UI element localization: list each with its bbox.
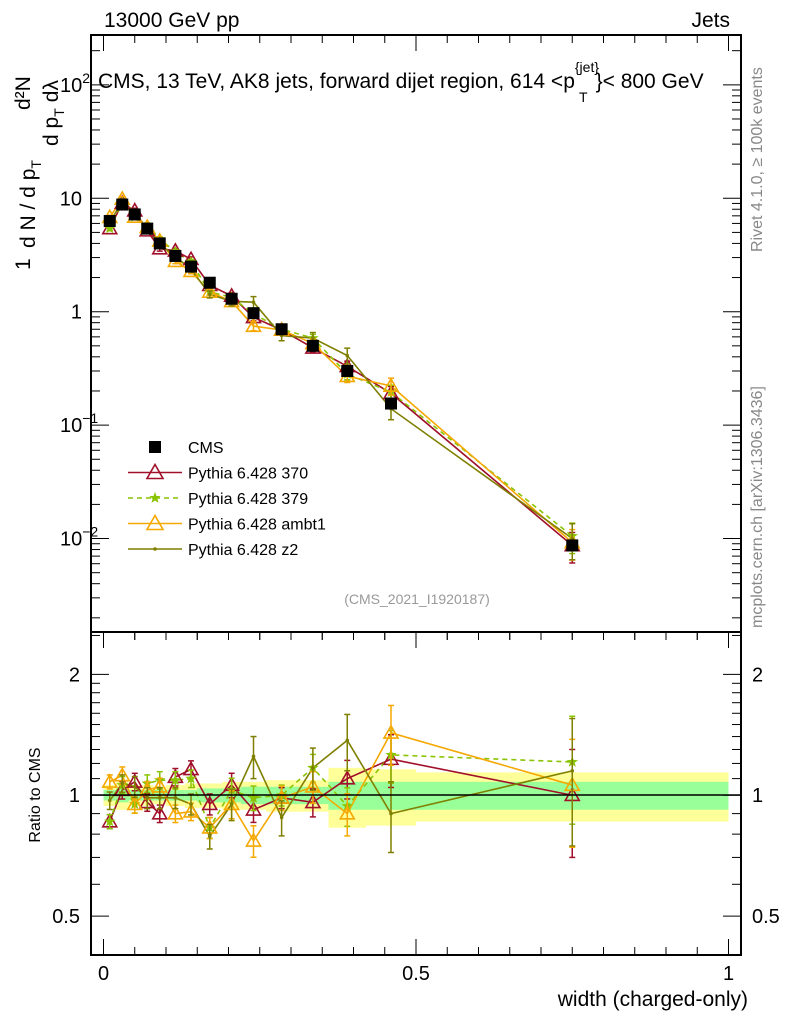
- data-point: [182, 803, 200, 818]
- data-point: [173, 796, 178, 800]
- analysis-id: (CMS_2021_I1920187): [344, 591, 490, 607]
- data-point: [169, 249, 182, 262]
- y-tick-label: 10: [60, 188, 82, 210]
- data-point: [101, 773, 119, 788]
- ratio-tick-label: 2: [752, 664, 763, 686]
- ratio-tick-label: 0.5: [52, 906, 80, 928]
- data-point: [107, 798, 112, 803]
- x-axis-label: width (charged-only): [557, 988, 748, 1011]
- data-point: [126, 795, 144, 811]
- data-point: [201, 795, 219, 811]
- data-point: [128, 208, 141, 221]
- data-point: [145, 796, 150, 800]
- ratio-y-axis-label: Ratio to CMS: [27, 747, 44, 842]
- x-tick-label: 0.5: [402, 963, 430, 985]
- data-point: [382, 724, 400, 739]
- data-point: [311, 766, 315, 770]
- data-point: [245, 801, 262, 816]
- data-point: [207, 292, 212, 297]
- x-tick-label: 0: [98, 963, 109, 985]
- data-point: [311, 336, 315, 340]
- axis-ticks: 0 0.5 1 102 10 1 10−1 10−2 2 2 1 1 0.5 0.5: [52, 35, 780, 985]
- legend-label: CMS: [188, 440, 224, 457]
- data-point: [245, 317, 262, 333]
- data-point: [104, 222, 116, 234]
- data-point: [120, 781, 125, 786]
- y-axis-label: 1 d N / d pT d²N d pTdλ: [12, 76, 67, 270]
- svg-text:1: 1: [12, 258, 35, 270]
- data-point: [157, 796, 162, 800]
- data-point: [141, 222, 154, 235]
- data-point: [570, 769, 575, 773]
- data-point: [153, 547, 157, 551]
- data-point: [104, 815, 116, 827]
- data-point: [382, 377, 400, 392]
- data-point: [207, 834, 212, 839]
- legend-label: Pythia 6.428 379: [188, 491, 308, 508]
- data-point: [279, 815, 284, 820]
- plot-title: CMS, 13 TeV, AK8 jets, forward dijet reg…: [98, 59, 704, 105]
- data-point: [345, 353, 350, 358]
- data-point: [304, 793, 322, 809]
- data-point: [132, 784, 137, 789]
- legend-label: Pythia 6.428 370: [188, 466, 308, 483]
- data-point: [341, 364, 354, 377]
- data-point: [304, 778, 322, 793]
- data-point: [149, 492, 161, 503]
- data-point: [145, 513, 165, 531]
- ratio-tick-label: 1: [69, 785, 80, 807]
- data-point: [185, 260, 197, 273]
- data-point: [229, 802, 234, 806]
- data-point: [345, 738, 350, 743]
- data-point: [116, 198, 129, 211]
- data-point: [566, 539, 579, 552]
- x-tick-label: 1: [723, 963, 734, 985]
- data-point: [225, 292, 238, 305]
- data-point: [251, 300, 256, 304]
- data-point: [385, 397, 397, 410]
- series-lines: [108, 197, 573, 843]
- ratio-tick-label: 0.5: [752, 906, 780, 928]
- legend-label: Pythia 6.428 ambt1: [188, 517, 326, 534]
- header-left: 13000 GeV pp: [104, 9, 239, 32]
- data-point: [149, 441, 161, 453]
- data-point: [247, 307, 260, 320]
- data-point: [247, 791, 260, 803]
- svg-text:d pTdλ: d pTdλ: [40, 80, 67, 146]
- y-tick-label: 10−2: [60, 524, 98, 551]
- svg-text:d²N: d²N: [12, 76, 35, 110]
- data-point: [245, 832, 262, 847]
- data-point: [338, 769, 356, 785]
- ratio-tick-label: 1: [752, 785, 763, 807]
- header-right: Jets: [691, 9, 730, 32]
- data-point: [275, 323, 288, 336]
- data-point: [189, 802, 193, 806]
- mcplots-credit: mcplots.cern.ch [arXiv:1306.3436]: [749, 386, 766, 628]
- data-point: [151, 804, 169, 820]
- y-tick-label: 1: [71, 302, 82, 324]
- legend: CMS Pythia 6.428 370 Pythia 6.428 379 Pythi…: [128, 440, 326, 559]
- data-point: [203, 276, 216, 289]
- legend-label: Pythia 6.428 z2: [188, 542, 298, 559]
- uncertainty-bands: [103, 767, 729, 828]
- y-tick-label: 10−1: [60, 410, 98, 437]
- data-point: [251, 754, 256, 759]
- data-point: [153, 237, 166, 250]
- data-point: [185, 772, 197, 784]
- data-markers: [101, 190, 581, 859]
- data-point: [145, 462, 165, 480]
- data-point: [166, 804, 184, 820]
- data-point: [389, 811, 393, 816]
- rivet-version-text: Rivet 4.1.0, ≥ 100k events: [749, 67, 766, 252]
- data-point: [103, 215, 116, 228]
- data-point: [169, 774, 182, 786]
- ratio-tick-label: 2: [69, 664, 80, 686]
- data-point: [338, 804, 356, 820]
- y-tick-label: 102: [60, 70, 90, 97]
- svg-text:d N / d pT: d N / d pT: [17, 160, 44, 248]
- data-point: [306, 339, 319, 352]
